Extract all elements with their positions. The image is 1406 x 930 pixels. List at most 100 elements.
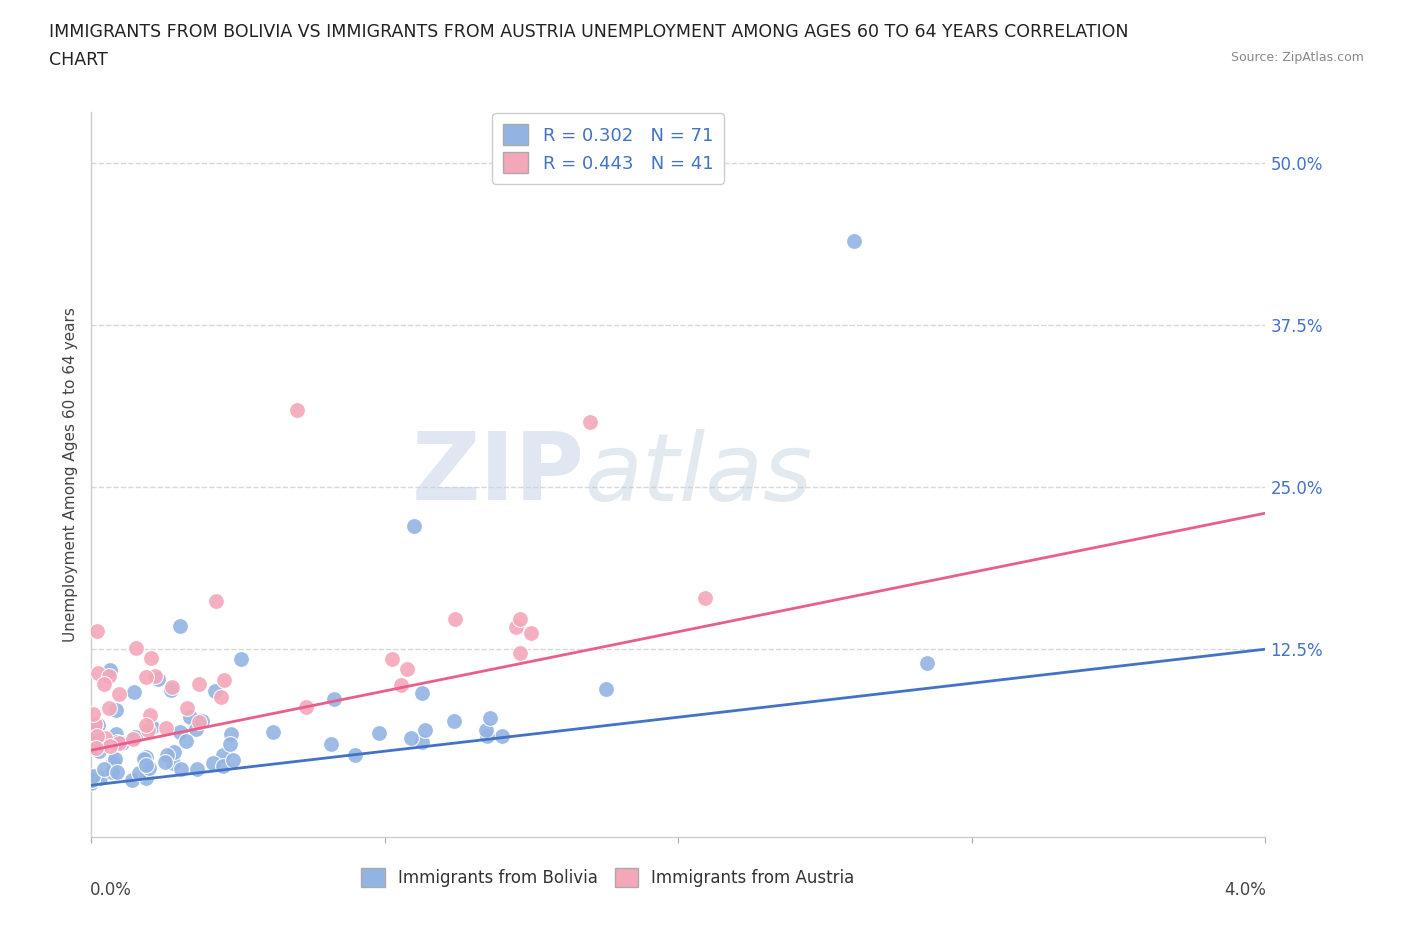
Point — [191, 714, 214, 729]
Point — [595, 682, 617, 697]
Point — [135, 770, 157, 785]
Point — [204, 593, 226, 608]
Point — [505, 619, 527, 634]
Point — [100, 764, 122, 779]
Point — [82, 707, 104, 722]
Point — [94, 730, 117, 745]
Text: CHART: CHART — [49, 51, 108, 69]
Point — [139, 708, 162, 723]
Point — [82, 724, 104, 739]
Point — [413, 723, 436, 737]
Point — [138, 761, 160, 776]
Point — [209, 689, 232, 704]
Point — [101, 754, 124, 769]
Point — [135, 717, 157, 732]
Point — [212, 748, 235, 763]
Point — [176, 700, 198, 715]
Point — [443, 713, 465, 728]
Point — [170, 762, 193, 777]
Point — [86, 728, 108, 743]
Point — [443, 612, 465, 627]
Point — [343, 747, 366, 762]
Point — [212, 759, 235, 774]
Point — [263, 724, 285, 739]
Point — [188, 676, 211, 691]
Point — [184, 722, 207, 737]
Point — [477, 728, 499, 743]
Point — [80, 776, 103, 790]
Point — [135, 670, 157, 684]
Point — [89, 771, 111, 786]
Point — [93, 676, 115, 691]
Point — [475, 723, 498, 737]
Point — [159, 683, 181, 698]
Point — [121, 773, 143, 788]
Point — [98, 700, 121, 715]
Point — [93, 762, 115, 777]
Point — [98, 662, 121, 677]
Point — [143, 669, 166, 684]
Text: 0.0%: 0.0% — [90, 881, 132, 898]
Point — [844, 233, 866, 248]
Point — [214, 672, 236, 687]
Point — [187, 715, 209, 730]
Point — [87, 718, 110, 733]
Point — [179, 710, 201, 724]
Y-axis label: Unemployment Among Ages 60 to 64 years: Unemployment Among Ages 60 to 64 years — [62, 307, 77, 642]
Point — [124, 730, 146, 745]
Point — [389, 677, 412, 692]
Point — [98, 738, 121, 753]
Point — [105, 764, 128, 779]
Point — [104, 726, 127, 741]
Point — [80, 772, 103, 787]
Point — [411, 686, 433, 701]
Point — [141, 651, 163, 666]
Text: atlas: atlas — [585, 429, 813, 520]
Point — [128, 765, 150, 780]
Text: ZIP: ZIP — [412, 429, 585, 520]
Point — [186, 762, 208, 777]
Point — [105, 702, 128, 717]
Point — [367, 725, 389, 740]
Point — [153, 755, 176, 770]
Point — [87, 666, 110, 681]
Point — [135, 758, 157, 773]
Point — [915, 656, 938, 671]
Point — [108, 736, 131, 751]
Point — [399, 730, 422, 745]
Point — [125, 641, 148, 656]
Point — [169, 724, 191, 739]
Point — [105, 734, 128, 749]
Point — [90, 737, 112, 751]
Point — [84, 770, 107, 785]
Point — [162, 756, 184, 771]
Point — [156, 748, 179, 763]
Point — [174, 734, 197, 749]
Point — [478, 711, 501, 726]
Point — [83, 742, 105, 757]
Point — [84, 740, 107, 755]
Point — [108, 686, 131, 701]
Point — [86, 624, 108, 639]
Point — [163, 744, 186, 759]
Point — [136, 723, 159, 737]
Point — [411, 735, 433, 750]
Point — [404, 519, 426, 534]
Point — [520, 626, 543, 641]
Point — [218, 737, 240, 751]
Point — [321, 737, 343, 751]
Point — [98, 669, 121, 684]
Point — [160, 680, 183, 695]
Point — [231, 652, 253, 667]
Text: Source: ZipAtlas.com: Source: ZipAtlas.com — [1230, 51, 1364, 64]
Point — [323, 692, 346, 707]
Point — [509, 645, 531, 660]
Point — [491, 729, 513, 744]
Point — [135, 750, 157, 764]
Point — [221, 727, 243, 742]
Point — [141, 720, 163, 735]
Point — [122, 684, 145, 699]
Text: 4.0%: 4.0% — [1225, 881, 1267, 898]
Point — [104, 751, 127, 766]
Legend: Immigrants from Bolivia, Immigrants from Austria: Immigrants from Bolivia, Immigrants from… — [354, 861, 862, 894]
